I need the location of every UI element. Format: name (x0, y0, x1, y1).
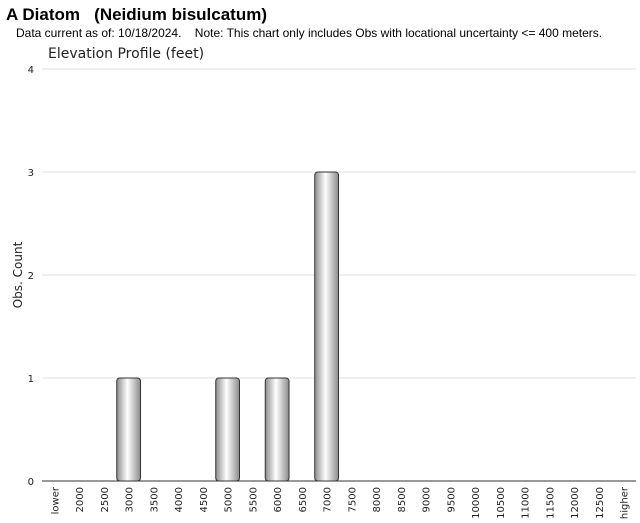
x-tick-label: 11000 (521, 487, 532, 519)
x-tick-label: 4000 (174, 487, 185, 512)
y-tick-label: 3 (28, 168, 34, 179)
x-tick-label: 3000 (125, 487, 136, 512)
subtitle: Data current as of: 10/18/2024. Note: Th… (16, 26, 603, 40)
x-tick-label: 12000 (570, 487, 581, 519)
y-tick-label: 2 (28, 271, 34, 282)
x-tick-label: 4500 (199, 487, 210, 512)
bar (215, 377, 241, 482)
x-tick-label: 8000 (372, 487, 383, 512)
chart-title: Elevation Profile (feet) (48, 46, 204, 62)
x-tick-label: 9000 (422, 487, 433, 512)
y-tick-label: 4 (28, 65, 34, 76)
x-tick-label: 11500 (545, 487, 556, 519)
x-tick-label: 5500 (248, 487, 259, 512)
bar (116, 377, 142, 482)
x-tick-label: 10500 (496, 487, 507, 519)
y-axis-label: Obs. Count (11, 241, 25, 308)
page-title: A Diatom (Neidium bisulcatum) (6, 5, 268, 24)
bar (264, 377, 290, 482)
y-tick-label: 1 (28, 374, 34, 385)
x-tick-label: 8500 (397, 487, 408, 512)
bar (314, 171, 340, 482)
x-tick-label: 7500 (347, 487, 358, 512)
x-tick-label: lower (50, 486, 61, 514)
x-tick-label: 7000 (323, 487, 334, 512)
x-tick-label: 2500 (100, 487, 111, 512)
x-tick-label: 2000 (75, 487, 86, 512)
x-tick-label: higher (620, 486, 631, 519)
x-tick-label: 3500 (149, 487, 160, 512)
x-tick-label: 5000 (224, 487, 235, 512)
x-tick-label: 10000 (471, 487, 482, 519)
x-tick-label: 6500 (298, 487, 309, 512)
x-tick-label: 6000 (273, 487, 284, 512)
x-tick-label: 12500 (595, 487, 606, 519)
y-tick-label: 0 (28, 477, 34, 488)
x-tick-label: 9500 (446, 487, 457, 512)
